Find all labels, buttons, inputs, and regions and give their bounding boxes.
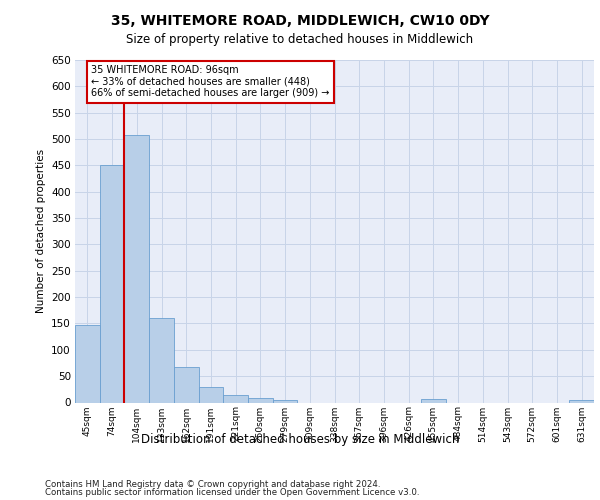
Text: Contains public sector information licensed under the Open Government Licence v3: Contains public sector information licen…: [45, 488, 419, 497]
Bar: [100, 166, 124, 402]
Bar: [223, 394, 248, 402]
Bar: [248, 398, 273, 402]
Bar: [174, 367, 199, 402]
Bar: [273, 400, 298, 402]
Bar: [149, 318, 174, 402]
Bar: [75, 325, 100, 402]
Bar: [421, 399, 446, 402]
Text: Contains HM Land Registry data © Crown copyright and database right 2024.: Contains HM Land Registry data © Crown c…: [45, 480, 380, 489]
Bar: [569, 400, 594, 402]
Text: Size of property relative to detached houses in Middlewich: Size of property relative to detached ho…: [127, 33, 473, 46]
Text: Distribution of detached houses by size in Middlewich: Distribution of detached houses by size …: [141, 432, 459, 446]
Bar: [199, 386, 223, 402]
Bar: [124, 136, 149, 402]
Text: 35 WHITEMORE ROAD: 96sqm
← 33% of detached houses are smaller (448)
66% of semi-: 35 WHITEMORE ROAD: 96sqm ← 33% of detach…: [91, 66, 329, 98]
Text: 35, WHITEMORE ROAD, MIDDLEWICH, CW10 0DY: 35, WHITEMORE ROAD, MIDDLEWICH, CW10 0DY: [110, 14, 490, 28]
Y-axis label: Number of detached properties: Number of detached properties: [35, 149, 46, 314]
